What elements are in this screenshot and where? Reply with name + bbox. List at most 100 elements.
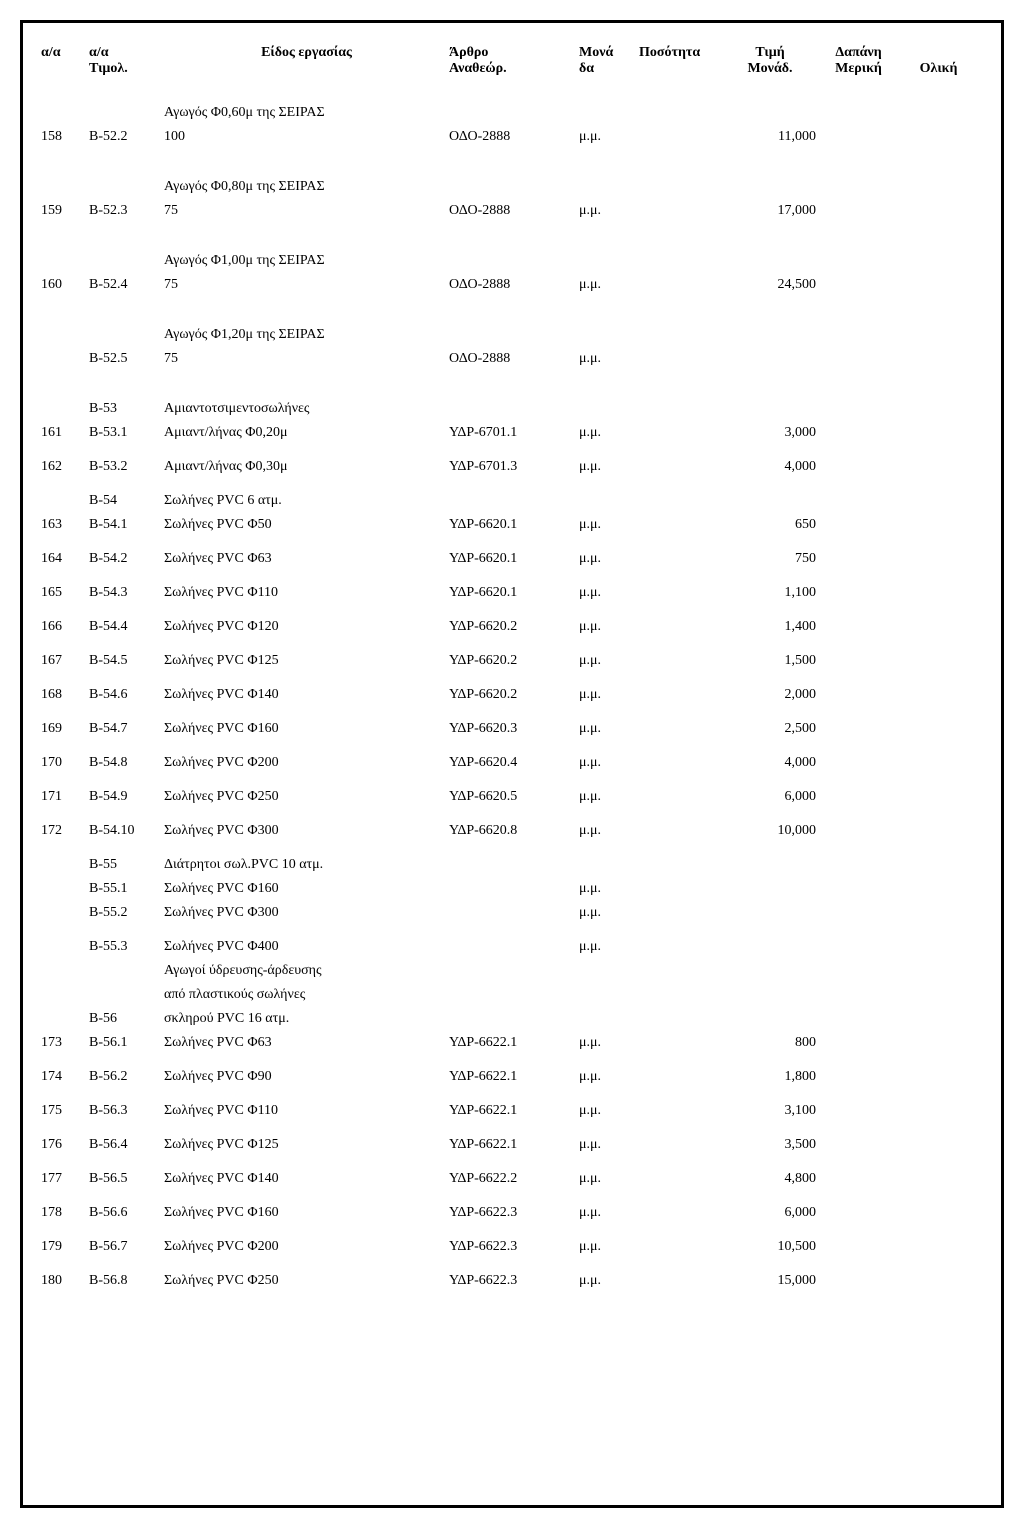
cell-aa: 162 xyxy=(41,459,89,475)
hdr-art: Άρθρο Αναθεώρ. xyxy=(449,45,579,77)
hdr-desc: Είδος εργασίας xyxy=(164,45,449,77)
cell-aa: 158 xyxy=(41,129,89,145)
cell-aa: 161 xyxy=(41,425,89,441)
cell-price: 3,100 xyxy=(724,1103,816,1119)
table-row: 169B-54.7Σωλήνες PVC Φ160ΥΔΡ-6620.3μ.μ.2… xyxy=(41,721,983,743)
cell-art: ΟΔΟ-2888 xyxy=(449,129,579,145)
cell-desc: Σωλήνες PVC Φ140 xyxy=(164,687,449,703)
table-row: 164B-54.2Σωλήνες PVC Φ63ΥΔΡ-6620.1μ.μ.75… xyxy=(41,551,983,573)
cell-art: ΟΔΟ-2888 xyxy=(449,351,579,367)
cell-desc: Σωλήνες PVC Φ300 xyxy=(164,823,449,839)
cell-art: ΥΔΡ-6622.1 xyxy=(449,1069,579,1085)
cell-aa: 166 xyxy=(41,619,89,635)
hdr-price2-text: Μονάδ. xyxy=(747,61,792,76)
cell-unit: μ.μ. xyxy=(579,881,639,897)
cell-unit: μ.μ. xyxy=(579,277,639,293)
cell-unit: μ.μ. xyxy=(579,939,639,955)
cell-aa: 169 xyxy=(41,721,89,737)
cell-tim: B-54.5 xyxy=(89,653,164,669)
cell-unit: μ.μ. xyxy=(579,653,639,669)
cell-unit: μ.μ. xyxy=(579,1205,639,1221)
cell-desc: Αμιαντ/λήνας Φ0,20μ xyxy=(164,425,449,441)
cell-unit: μ.μ. xyxy=(579,1171,639,1187)
cell-tim: B-53.1 xyxy=(89,425,164,441)
cell-tim: B-56.3 xyxy=(89,1103,164,1119)
cell-tim: B-56.4 xyxy=(89,1137,164,1153)
table-row: 174B-56.2Σωλήνες PVC Φ90ΥΔΡ-6622.1μ.μ.1,… xyxy=(41,1069,983,1091)
cell-price: 750 xyxy=(724,551,816,567)
cell-tim: B-54.9 xyxy=(89,789,164,805)
cell-desc: 75 xyxy=(164,203,449,219)
cell-tim: B-52.4 xyxy=(89,277,164,293)
table-row: 163B-54.1Σωλήνες PVC Φ50ΥΔΡ-6620.1μ.μ.65… xyxy=(41,517,983,539)
cell-aa: 180 xyxy=(41,1273,89,1289)
cell-unit: μ.μ. xyxy=(579,425,639,441)
cell-price: 4,800 xyxy=(724,1171,816,1187)
cell-price: 24,500 xyxy=(724,277,816,293)
table-row: 159B-52.375ΟΔΟ-2888μ.μ.17,000 xyxy=(41,203,983,225)
cell-desc: σκληρού PVC 16 ατμ. xyxy=(164,1011,449,1027)
cell-price: 10,500 xyxy=(724,1239,816,1255)
hdr-tim-text: Τιμολ. xyxy=(89,61,128,76)
cell-art: ΥΔΡ-6620.3 xyxy=(449,721,579,737)
cell-price: 2,000 xyxy=(724,687,816,703)
cell-tim: B-54.10 xyxy=(89,823,164,839)
cell-desc: Σωλήνες PVC Φ63 xyxy=(164,551,449,567)
cell-tim: B-54.1 xyxy=(89,517,164,533)
cell-desc: Σωλήνες PVC Φ200 xyxy=(164,755,449,771)
cell-unit: μ.μ. xyxy=(579,585,639,601)
cell-unit: μ.μ. xyxy=(579,551,639,567)
table-row: 175B-56.3Σωλήνες PVC Φ110ΥΔΡ-6622.1μ.μ.3… xyxy=(41,1103,983,1125)
table-row: 173B-56.1Σωλήνες PVC Φ63ΥΔΡ-6622.1μ.μ.80… xyxy=(41,1035,983,1057)
cell-unit: μ.μ. xyxy=(579,1035,639,1051)
hdr-unit: Μονά δα xyxy=(579,45,639,77)
cell-unit: μ.μ. xyxy=(579,129,639,145)
table-row: B-52.575ΟΔΟ-2888μ.μ. xyxy=(41,351,983,373)
table-row: 179B-56.7Σωλήνες PVC Φ200ΥΔΡ-6622.3μ.μ.1… xyxy=(41,1239,983,1261)
cell-price: 3,500 xyxy=(724,1137,816,1153)
cell-desc-pre: Αγωγός Φ0,60μ της ΣΕΙΡΑΣ xyxy=(164,105,449,121)
cell-art: ΥΔΡ-6620.2 xyxy=(449,619,579,635)
rows-container: Αγωγός Φ0,60μ της ΣΕΙΡΑΣ158B-52.2100ΟΔΟ-… xyxy=(41,105,983,1307)
cell-price: 6,000 xyxy=(724,1205,816,1221)
cell-desc: από πλαστικούς σωλήνες xyxy=(164,987,449,1003)
cell-price: 650 xyxy=(724,517,816,533)
cell-unit: μ.μ. xyxy=(579,905,639,921)
hdr-unit2-text: δα xyxy=(579,61,594,76)
hdr-aa2: α/α xyxy=(89,45,109,60)
table-row: 180B-56.8Σωλήνες PVC Φ250ΥΔΡ-6622.3μ.μ.1… xyxy=(41,1273,983,1295)
cell-price: 10,000 xyxy=(724,823,816,839)
cell-price: 800 xyxy=(724,1035,816,1051)
table-row: 177B-56.5Σωλήνες PVC Φ140ΥΔΡ-6622.2μ.μ.4… xyxy=(41,1171,983,1193)
hdr-total: Ολική xyxy=(901,45,976,77)
cell-desc: 75 xyxy=(164,277,449,293)
table-row: 168B-54.6Σωλήνες PVC Φ140ΥΔΡ-6620.2μ.μ.2… xyxy=(41,687,983,709)
cell-tim: B-52.3 xyxy=(89,203,164,219)
cell-desc: Σωλήνες PVC Φ250 xyxy=(164,1273,449,1289)
table-row: 178B-56.6Σωλήνες PVC Φ160ΥΔΡ-6622.3μ.μ.6… xyxy=(41,1205,983,1227)
table-row: B-55.1Σωλήνες PVC Φ160μ.μ. xyxy=(41,881,983,903)
cell-tim: B-55.1 xyxy=(89,881,164,897)
cell-price: 6,000 xyxy=(724,789,816,805)
table-row: Αγωγοί ύδρευσης-άρδευσης xyxy=(41,963,983,985)
cell-desc-pre: Αγωγός Φ0,80μ της ΣΕΙΡΑΣ xyxy=(164,179,449,195)
table-row: 161B-53.1Αμιαντ/λήνας Φ0,20μΥΔΡ-6701.1μ.… xyxy=(41,425,983,447)
cell-price: 4,000 xyxy=(724,459,816,475)
cell-desc: Σωλήνες PVC Φ250 xyxy=(164,789,449,805)
hdr-price-text: Τιμή xyxy=(755,45,784,60)
cell-aa: 170 xyxy=(41,755,89,771)
cell-desc-pre: Αγωγός Φ1,20μ της ΣΕΙΡΑΣ xyxy=(164,327,449,343)
cell-aa: 160 xyxy=(41,277,89,293)
cell-unit: μ.μ. xyxy=(579,619,639,635)
cell-tim: B-56 xyxy=(89,1011,164,1027)
cell-price: 1,800 xyxy=(724,1069,816,1085)
cell-desc: Σωλήνες PVC Φ300 xyxy=(164,905,449,921)
hdr-aa-text: α/α xyxy=(41,45,61,60)
cell-tim: B-53.2 xyxy=(89,459,164,475)
table-row: 158B-52.2100ΟΔΟ-2888μ.μ.11,000 xyxy=(41,129,983,151)
hdr-price: Τιμή Μονάδ. xyxy=(724,45,816,77)
table-row: 165B-54.3Σωλήνες PVC Φ110ΥΔΡ-6620.1μ.μ.1… xyxy=(41,585,983,607)
cell-price: 11,000 xyxy=(724,129,816,145)
cell-tim: B-54.6 xyxy=(89,687,164,703)
cell-tim: B-54.3 xyxy=(89,585,164,601)
